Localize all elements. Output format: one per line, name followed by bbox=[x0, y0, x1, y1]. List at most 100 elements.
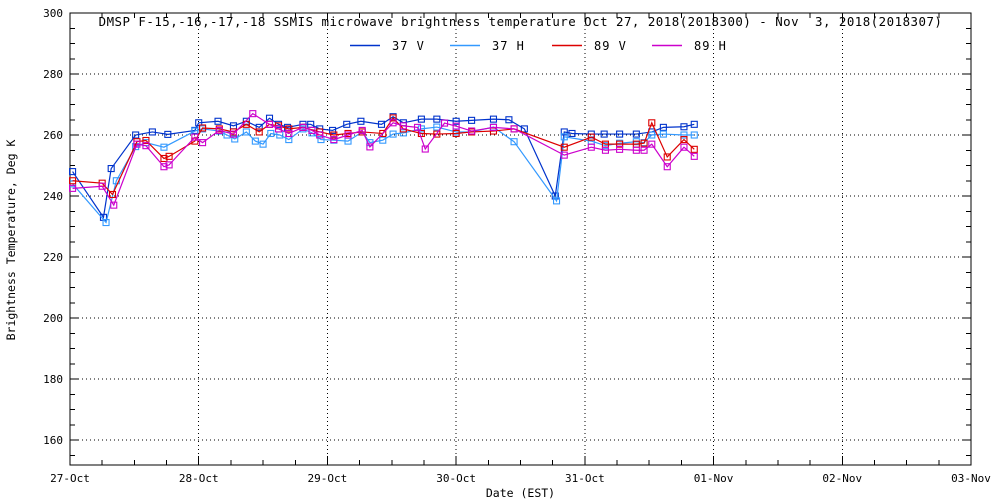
series-37-v-marker bbox=[164, 130, 172, 138]
series-37-h-marker bbox=[648, 131, 656, 139]
series-89-h-marker bbox=[366, 143, 374, 151]
legend: 37 V 37 H 89 V 89 H bbox=[350, 39, 727, 53]
series-89-h-marker bbox=[441, 119, 449, 127]
x-tick-label: 29-Oct bbox=[308, 472, 348, 485]
series-37-h-marker bbox=[510, 138, 518, 146]
series-37-v-marker bbox=[468, 116, 476, 124]
series-89-h-marker bbox=[308, 126, 316, 134]
series-89-h-marker bbox=[648, 140, 656, 148]
series-89-h-marker bbox=[616, 145, 624, 153]
series-89-h-marker bbox=[299, 123, 307, 131]
series-37-v-marker bbox=[680, 123, 688, 131]
series-37-h-marker bbox=[433, 123, 441, 131]
series-89-h-marker bbox=[165, 161, 173, 169]
series-37-h-marker bbox=[102, 218, 110, 227]
series-89-h bbox=[69, 110, 698, 209]
series-89-h-marker bbox=[265, 120, 274, 128]
series-37-h-marker bbox=[259, 140, 267, 148]
series-89-v-marker bbox=[255, 128, 263, 136]
series-89-h-marker bbox=[663, 163, 671, 171]
series-89-h-marker bbox=[421, 145, 429, 153]
series-37-v-marker bbox=[632, 130, 640, 138]
y-tick-label: 300 bbox=[43, 7, 63, 20]
series-37-v-marker bbox=[690, 120, 698, 128]
series-89-h-marker bbox=[452, 122, 460, 130]
series-37-h-marker bbox=[317, 136, 325, 144]
series-37-h-marker bbox=[552, 197, 561, 205]
series-89-h-marker bbox=[601, 146, 610, 154]
tick-labels: 27-Oct 28-Oct 29-Oct 30-Oct 31-Oct 01-Nov 02-N… bbox=[43, 7, 991, 485]
series-37-v-marker bbox=[377, 120, 386, 128]
axis-ticks bbox=[69, 12, 972, 465]
series-89-v-marker bbox=[389, 114, 397, 122]
series-37-h-marker bbox=[680, 131, 688, 139]
series-37-v-marker bbox=[214, 117, 222, 125]
series-89-h-marker bbox=[560, 151, 568, 159]
series-89-v-marker bbox=[285, 125, 293, 133]
series-37-v-marker bbox=[357, 117, 365, 125]
y-tick-label: 160 bbox=[43, 434, 63, 447]
series-89-h-marker bbox=[133, 140, 141, 148]
series-89-h-marker bbox=[413, 123, 422, 131]
series-89-h-line bbox=[72, 112, 695, 207]
series-89-v-marker bbox=[433, 130, 441, 138]
chart-title: DMSP F-15,-16,-17,-18 SSMIS microwave br… bbox=[98, 14, 943, 29]
x-tick-label: 02-Nov bbox=[822, 472, 862, 485]
x-tick-label: 28-Oct bbox=[179, 472, 219, 485]
series-89-h-marker bbox=[191, 133, 199, 141]
series-89-h-marker bbox=[468, 127, 476, 135]
series-37-v-marker bbox=[433, 115, 441, 123]
series-89-h-marker bbox=[142, 142, 150, 150]
series-37-v-marker bbox=[148, 128, 156, 136]
series-37-v-marker bbox=[255, 123, 263, 131]
series-37-h-marker bbox=[659, 130, 667, 138]
series-89-h-marker bbox=[690, 152, 698, 160]
series-89-h-marker bbox=[330, 136, 338, 144]
x-tick-label: 01-Nov bbox=[694, 472, 734, 485]
series-89-v-marker bbox=[69, 177, 77, 185]
series-89-v-marker bbox=[640, 139, 648, 147]
series-37-h bbox=[69, 123, 698, 227]
series-37-v-marker bbox=[505, 116, 513, 124]
legend-label-89-h: 89 H bbox=[694, 39, 727, 53]
series-89-h-marker bbox=[285, 129, 293, 138]
series-37-h-marker bbox=[160, 143, 168, 151]
series-89-v-marker bbox=[330, 131, 338, 139]
series-37-v-marker bbox=[452, 117, 460, 125]
legend-label-89-v: 89 V bbox=[594, 39, 627, 53]
series-89-v-marker bbox=[690, 145, 698, 153]
x-tick-label: 31-Oct bbox=[565, 472, 605, 485]
gridlines bbox=[70, 13, 971, 465]
series-89-h-marker bbox=[249, 110, 257, 118]
series-89-v-marker bbox=[587, 133, 595, 141]
series-89-h-marker bbox=[110, 201, 118, 209]
series-37-v-marker bbox=[417, 115, 425, 123]
series-37-h-marker bbox=[242, 128, 250, 136]
series-89-h-marker bbox=[632, 146, 640, 154]
series-89-h-marker bbox=[229, 130, 238, 138]
series-37-v-marker bbox=[560, 128, 568, 136]
series-37-h-marker bbox=[267, 129, 275, 138]
legend-item-89-h: 89 H bbox=[652, 39, 727, 53]
series-89-h-marker bbox=[199, 139, 207, 147]
x-tick-label: 27-Oct bbox=[50, 472, 90, 485]
y-tick-label: 280 bbox=[43, 68, 63, 81]
series-37-h-marker bbox=[231, 135, 239, 143]
y-axis-title: Brightness Temperature, Deg K bbox=[4, 139, 18, 341]
series-37-v-marker bbox=[107, 165, 115, 173]
series-89-h-marker bbox=[69, 184, 77, 192]
legend-label-37-h: 37 H bbox=[492, 39, 525, 53]
series-37-v-marker bbox=[69, 168, 77, 176]
y-tick-label: 220 bbox=[43, 251, 63, 264]
series-89-h-marker bbox=[358, 126, 366, 134]
series-37-v-marker bbox=[659, 123, 667, 131]
series-89-h-marker bbox=[680, 143, 688, 151]
series-37-v-marker bbox=[195, 119, 203, 127]
y-tick-label: 200 bbox=[43, 312, 63, 325]
series-89-v-marker bbox=[165, 152, 173, 160]
series-37-v-marker bbox=[600, 130, 608, 138]
series-89-v-marker bbox=[379, 129, 387, 138]
x-axis-title: Date (EST) bbox=[485, 486, 556, 500]
